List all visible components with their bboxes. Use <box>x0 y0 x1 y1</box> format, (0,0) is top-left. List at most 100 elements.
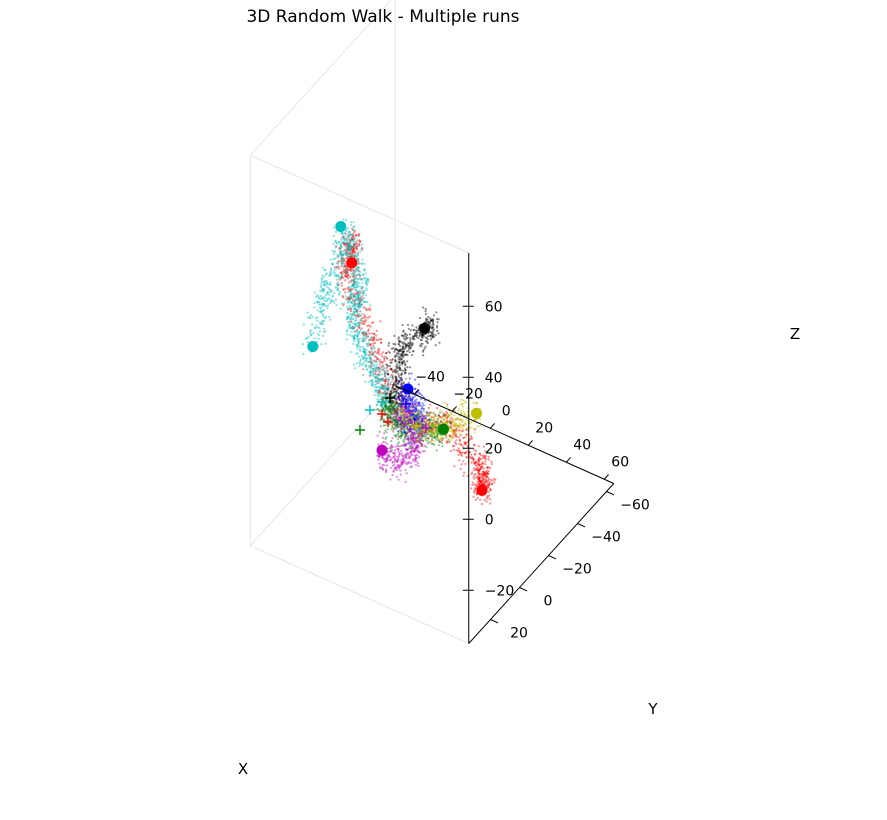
walk-point <box>395 365 398 368</box>
walk-point <box>448 413 452 416</box>
walk-point <box>371 370 375 374</box>
walk-point <box>384 378 387 381</box>
walk-point <box>394 347 397 350</box>
walk-point <box>393 452 396 455</box>
walk-point <box>397 404 400 407</box>
walk-point <box>348 252 351 255</box>
walk-point <box>457 432 460 435</box>
walk-point <box>490 482 493 485</box>
walk-points <box>301 218 497 506</box>
walk-point <box>345 267 348 270</box>
walk-point <box>430 424 433 427</box>
walk-series <box>384 394 497 506</box>
walk-point <box>365 359 368 362</box>
walk-point <box>381 368 384 371</box>
walk-point <box>430 411 433 414</box>
walk-point <box>412 416 416 419</box>
walk-point <box>377 443 380 446</box>
walk-point <box>431 437 434 441</box>
walk-point <box>346 247 349 250</box>
walk-point <box>382 387 385 390</box>
walk-point <box>487 485 490 488</box>
walk-point <box>403 406 406 409</box>
walk-point <box>340 272 343 275</box>
walk-point <box>400 401 403 404</box>
walk-point <box>352 238 355 241</box>
walk-point <box>331 295 334 298</box>
walk-point <box>463 451 467 454</box>
walk-point <box>428 415 432 418</box>
walk-point <box>455 418 458 421</box>
walk-point <box>482 473 485 476</box>
walk-point <box>420 422 423 425</box>
walk-point <box>350 223 353 226</box>
walk-point <box>326 282 329 285</box>
walk-point <box>374 377 378 380</box>
walk-point <box>350 236 353 240</box>
walk-point <box>357 326 360 329</box>
walk-point <box>370 358 373 361</box>
walk-point <box>334 298 337 301</box>
walk-point <box>428 411 431 415</box>
walk-point <box>481 470 484 473</box>
walk-point <box>394 379 398 382</box>
walk-point <box>355 242 358 245</box>
walk-point <box>352 278 355 282</box>
walk-point <box>361 258 364 261</box>
walk-point <box>407 436 410 440</box>
walk-point <box>408 418 412 421</box>
walk-point <box>327 286 330 289</box>
walk-point <box>391 374 394 377</box>
walk-point <box>315 295 318 298</box>
walk-point <box>456 424 459 427</box>
walk-point <box>366 279 370 282</box>
walk-point <box>346 270 349 274</box>
walk-point <box>435 449 438 452</box>
walk-point <box>370 346 373 349</box>
walk-point <box>488 483 491 486</box>
walk-point <box>471 457 474 460</box>
walk-point <box>316 332 319 335</box>
walk-point <box>474 486 477 490</box>
walk-point <box>311 315 314 318</box>
walk-point <box>473 473 476 476</box>
walk-point <box>382 379 385 382</box>
walk-point <box>485 475 489 478</box>
walk-point <box>444 414 447 417</box>
walk-point <box>355 278 358 281</box>
walk-point <box>437 416 440 419</box>
y-tick <box>577 523 586 528</box>
walk-point <box>350 253 353 256</box>
walk-point <box>325 272 328 275</box>
walk-point <box>369 308 372 312</box>
walk-point <box>355 245 359 248</box>
walk-point <box>320 298 323 301</box>
walk-point <box>459 433 462 436</box>
walk-point <box>458 439 462 442</box>
walk-point <box>397 435 400 439</box>
walk-point <box>389 390 392 393</box>
walk-point <box>371 384 374 387</box>
walk-point <box>362 320 365 323</box>
walk-point <box>419 441 422 444</box>
walk-point <box>352 232 355 235</box>
walk-point <box>406 413 409 416</box>
walk-point <box>394 435 397 438</box>
walk-point <box>346 274 350 277</box>
walk-point <box>397 373 400 376</box>
walk-point <box>379 379 382 382</box>
walk-point <box>367 335 370 338</box>
walk-point <box>350 287 353 290</box>
walk-point <box>340 258 343 261</box>
walk-point <box>408 412 411 415</box>
walk-point <box>332 258 335 261</box>
walk-point <box>433 415 436 418</box>
walk-point <box>404 447 408 450</box>
walk-point <box>356 336 359 339</box>
walk-point <box>378 462 381 465</box>
walk-point <box>476 466 479 469</box>
walk-point <box>363 334 366 337</box>
walk-point <box>366 324 369 328</box>
walk-point <box>394 383 397 386</box>
walk-point <box>417 435 421 438</box>
